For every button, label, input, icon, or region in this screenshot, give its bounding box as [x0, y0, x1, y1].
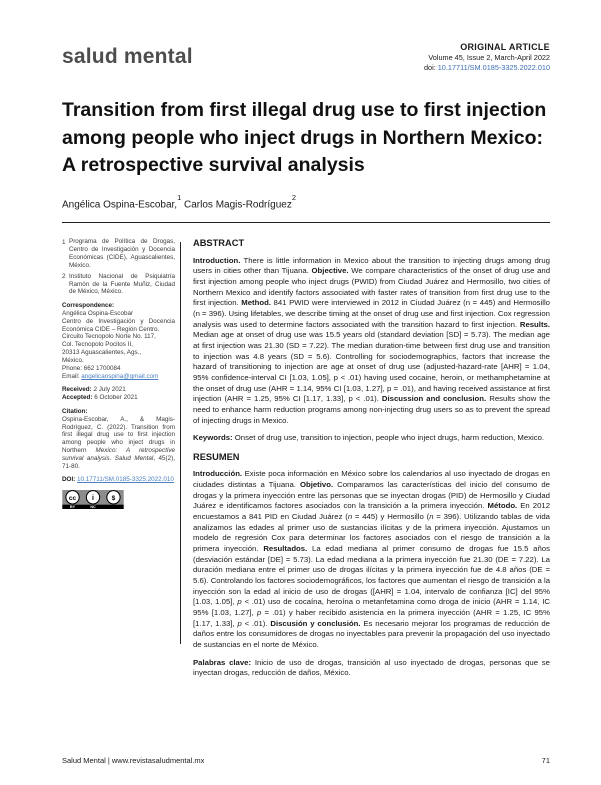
svg-text:cc: cc	[69, 495, 77, 502]
svg-text:$: $	[112, 495, 116, 502]
svg-text:NC: NC	[90, 505, 96, 509]
svg-text:i: i	[92, 496, 94, 503]
svg-text:BY: BY	[70, 505, 76, 509]
